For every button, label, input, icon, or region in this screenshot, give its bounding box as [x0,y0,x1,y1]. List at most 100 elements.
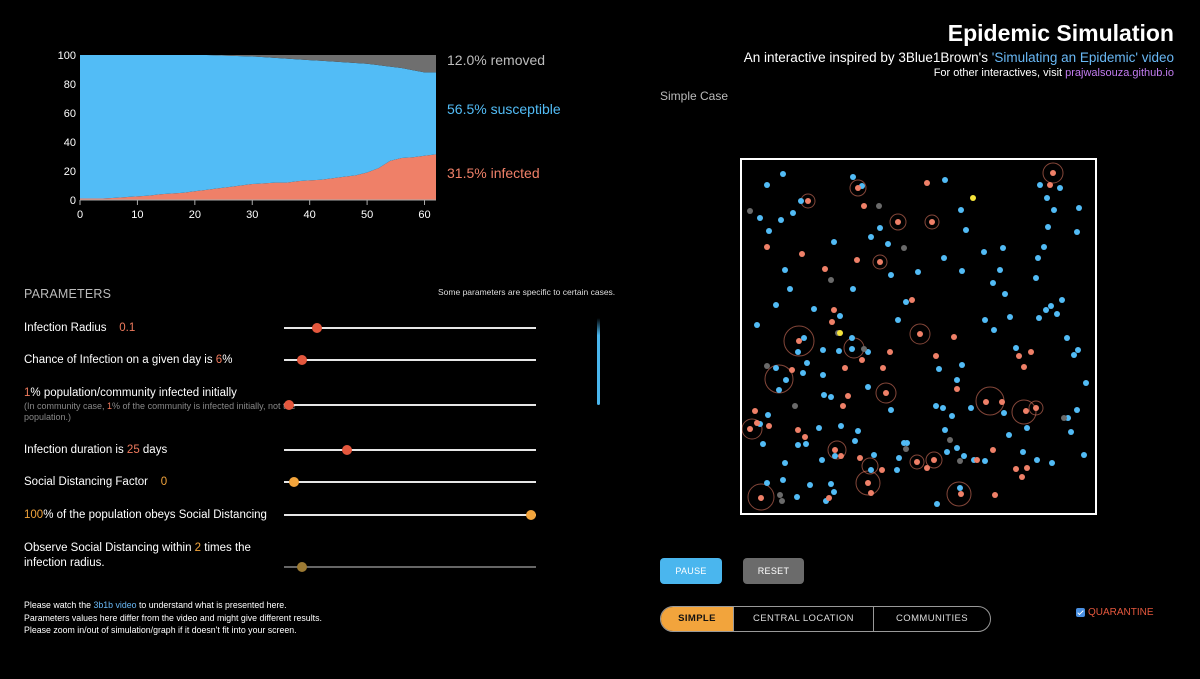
susceptible-dot [1051,207,1057,213]
susceptible-dot [801,335,807,341]
susceptible-dot [871,452,877,458]
infected-dot [974,457,980,463]
infected-dot [929,219,935,225]
obey-value: 100 [24,509,44,521]
y-axis: 100 80 60 40 20 0 [58,50,76,207]
susceptible-dot [981,249,987,255]
susceptible-dot [831,239,837,245]
infection-radius-ring [849,179,867,197]
susceptible-dot [885,241,891,247]
removed-dot [764,363,770,369]
infected-dot [865,480,871,486]
infection-radius-handle[interactable] [311,323,322,333]
mode-communities[interactable]: COMMUNITIES [873,607,990,631]
pause-button[interactable]: PAUSE [660,558,722,584]
susceptible-dot [1071,352,1077,358]
susceptible-dot [941,255,947,261]
susceptible-dot [1075,347,1081,353]
susceptible-dot [991,327,997,333]
population-chart: 100 80 60 40 20 0 0 10 20 30 40 50 60 [58,50,436,221]
susceptible-dot [1064,335,1070,341]
susceptible-dot [782,267,788,273]
susceptible-dot [837,313,843,319]
infected-dot [838,453,844,459]
simulation-canvas[interactable] [740,158,1097,515]
within-text: Observe Social Distancing within [24,542,195,554]
infected-dot [805,198,811,204]
quarantine-toggle[interactable]: QUARANTINE [1076,607,1154,618]
susceptible-dot [877,225,883,231]
video-link[interactable]: 'Simulating an Epidemic' video [991,50,1174,65]
obey-slider[interactable] [284,510,536,520]
susceptible-dot [1074,229,1080,235]
infection-radius-ring [827,440,847,460]
susceptible-dot [787,286,793,292]
scrollbar[interactable] [597,318,600,405]
page-title: Epidemic Simulation [947,20,1174,46]
duration-handle[interactable] [342,445,352,455]
susceptible-dot [954,445,960,451]
sd-factor-slider[interactable] [284,477,536,487]
susceptible-dot [782,460,788,466]
infected-dot [832,447,838,453]
susceptible-dot [1007,314,1013,320]
y-tick-label: 60 [64,108,76,120]
susceptible-dot [982,317,988,323]
initial-subtext: (In community case, 1% of the community … [24,401,296,422]
infected-dot [1047,182,1053,188]
chance-slider[interactable] [284,355,536,365]
sd-factor-handle[interactable] [289,477,300,487]
mode-central-location[interactable]: CENTRAL LOCATION [733,607,873,631]
quarantine-checkbox[interactable] [1076,608,1085,617]
infected-dot [992,492,998,498]
infected-dot [796,338,802,344]
susceptible-dot [1059,297,1065,303]
parameters-note: Some parameters are specific to certain … [438,287,616,297]
infection-radius-ring [925,451,943,469]
removed-dot [957,458,963,464]
susceptible-dot [968,405,974,411]
initial-infected-handle[interactable] [284,400,295,410]
susceptible-dot [1037,182,1043,188]
x-tick-label: 50 [361,209,373,221]
x-tick-label: 20 [189,209,201,221]
infected-dot [877,259,883,265]
susceptible-dot [831,489,837,495]
susceptible-dot [1006,432,1012,438]
removed-dot [779,498,785,504]
within-slider[interactable] [284,562,536,572]
infected-dot [1028,349,1034,355]
mode-simple[interactable]: SIMPLE [661,607,733,631]
area-removed [80,55,436,73]
susceptible-dot [888,272,894,278]
susceptible-dot [773,365,779,371]
reset-button[interactable]: RESET [743,558,804,584]
area-infected [80,154,436,200]
infection-radius-slider[interactable] [284,323,536,333]
3b1b-video-link[interactable]: 3b1b video [93,600,137,610]
infected-dot [1019,474,1025,480]
page-subtitle: An interactive inspired by 3Blue1Brown's… [744,50,1174,65]
infection-radius-ring [783,325,815,357]
infection-radius-ring [909,454,925,470]
duration-slider[interactable] [284,445,536,455]
infected-dot [931,457,937,463]
infected-dot [845,393,851,399]
susceptible-dot [957,485,963,491]
susceptible-dot [915,269,921,275]
obey-label: 100% of the population obeys Social Dist… [24,508,267,523]
y-tick-label: 0 [70,195,76,207]
susceptible-dot [963,227,969,233]
within-handle[interactable] [296,562,307,572]
infection-radius-ring [946,481,972,507]
susceptible-dot [1083,380,1089,386]
initial-infected-slider[interactable] [284,400,536,410]
infection-radius-ring [861,457,879,475]
quarantine-label: QUARANTINE [1088,607,1154,618]
highlighted-dot [837,330,843,336]
chance-handle[interactable] [296,355,307,365]
obey-handle[interactable] [525,510,536,520]
other-text: For other interactives, visit [933,67,1066,79]
site-link[interactable]: prajwalsouza.github.io [1065,67,1174,79]
susceptible-dot [1002,291,1008,297]
